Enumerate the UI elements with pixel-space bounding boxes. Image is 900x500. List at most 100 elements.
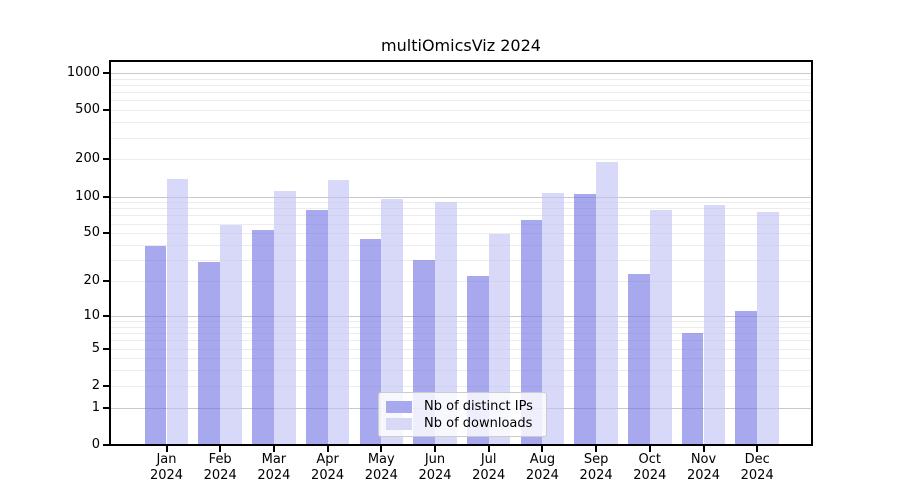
legend-box: Nb of distinct IPs Nb of downloads — [378, 392, 547, 437]
minor-gridline — [111, 137, 811, 139]
x-tick-mark — [219, 445, 222, 452]
bar-downloads-sep — [596, 161, 618, 445]
x-tick-mark — [702, 445, 705, 452]
y-tick-mark — [103, 444, 110, 446]
legend-item-downloads: Nb of downloads — [386, 415, 539, 432]
x-tick-label: Jun 2024 — [418, 452, 452, 483]
bar-distinct-ips-aug — [520, 220, 543, 445]
minor-gridline — [111, 92, 811, 94]
bar-distinct-ips-mar — [252, 230, 274, 445]
legend-swatch-distinct-ips — [386, 400, 412, 413]
minor-gridline — [111, 340, 811, 342]
minor-gridline — [111, 78, 811, 80]
chart-title: multiOmicsViz 2024 — [381, 36, 541, 55]
x-tick-mark — [165, 445, 168, 452]
minor-gridline — [111, 202, 811, 204]
minor-gridline — [111, 326, 811, 328]
y-tick-mark — [103, 406, 110, 409]
minor-gridline — [111, 358, 811, 360]
minor-gridline — [111, 385, 811, 387]
y-tick-mark — [103, 347, 110, 350]
y-tick-mark — [103, 109, 110, 112]
minor-gridline — [111, 84, 811, 86]
bar-distinct-ips-may — [359, 238, 382, 445]
y-tick-label: 10 — [83, 307, 100, 323]
minor-gridline — [111, 122, 811, 124]
bar-downloads-feb — [220, 225, 242, 445]
x-tick-label: Apr 2024 — [311, 452, 345, 483]
x-tick-mark — [648, 445, 651, 452]
major-gridline-10 — [111, 315, 811, 317]
y-tick-mark — [103, 195, 110, 198]
x-tick-mark — [272, 445, 275, 452]
y-tick-mark — [103, 71, 110, 74]
bar-downloads-nov — [703, 204, 726, 445]
major-gridline-100 — [111, 196, 811, 198]
legend-item-distinct-ips: Nb of distinct IPs — [386, 398, 539, 415]
x-tick-mark — [380, 445, 383, 452]
x-tick-label: Aug 2024 — [525, 452, 559, 483]
x-tick-mark — [326, 445, 329, 452]
y-tick-mark — [103, 280, 110, 282]
y-tick-label: 0 — [91, 437, 100, 452]
minor-gridline — [111, 110, 811, 112]
bar-distinct-ips-feb — [198, 261, 221, 445]
minor-gridline — [111, 100, 811, 102]
bar-downloads-jan — [166, 178, 189, 445]
minor-gridline — [111, 348, 811, 350]
y-tick-label: 1 — [91, 399, 100, 415]
y-tick-label: 500 — [75, 102, 100, 118]
minor-gridline — [111, 281, 811, 282]
y-tick-label: 100 — [75, 188, 100, 204]
minor-gridline — [111, 208, 811, 210]
bar-distinct-ips-nov — [681, 333, 704, 445]
y-tick-mark — [103, 158, 110, 161]
bar-distinct-ips-sep — [574, 193, 597, 445]
x-tick-label: Mar 2024 — [257, 452, 291, 483]
x-tick-mark — [756, 445, 759, 452]
x-tick-label: Jul 2024 — [472, 452, 506, 483]
x-tick-mark — [595, 445, 598, 452]
minor-gridline — [111, 223, 811, 225]
major-gridline-1000 — [111, 72, 811, 74]
y-tick-label: 5 — [91, 340, 100, 356]
legend-label-downloads: Nb of downloads — [424, 416, 533, 431]
y-tick-mark — [103, 384, 110, 387]
bar-distinct-ips-oct — [628, 273, 650, 445]
bar-downloads-aug — [542, 192, 565, 445]
axis-spine-right — [811, 60, 813, 446]
y-tick-mark — [103, 232, 110, 235]
x-tick-label: Nov 2024 — [686, 452, 721, 483]
x-tick-label: Jan 2024 — [149, 452, 184, 483]
bar-downloads-dec — [757, 211, 779, 445]
axis-spine-left — [109, 60, 111, 446]
x-tick-label: Dec 2024 — [740, 452, 774, 483]
y-tick-label: 50 — [83, 225, 100, 241]
minor-gridline — [111, 333, 811, 334]
legend-swatch-downloads — [386, 417, 412, 430]
x-tick-mark — [541, 445, 544, 452]
x-tick-label: May 2024 — [364, 452, 398, 483]
minor-gridline — [111, 321, 811, 322]
bar-distinct-ips-jan — [144, 246, 167, 445]
minor-gridline — [111, 215, 811, 217]
x-tick-label: Oct 2024 — [633, 452, 667, 483]
minor-gridline — [111, 233, 811, 235]
bar-distinct-ips-apr — [305, 209, 328, 445]
y-tick-label: 1000 — [66, 64, 100, 80]
minor-gridline — [111, 159, 811, 161]
x-tick-label: Feb 2024 — [203, 452, 237, 483]
bar-downloads-jun — [435, 202, 457, 445]
axis-spine-top — [110, 60, 812, 62]
y-tick-label: 2 — [91, 377, 100, 393]
legend-label-distinct-ips: Nb of distinct IPs — [424, 399, 533, 414]
minor-gridline — [111, 260, 811, 262]
x-tick-mark — [434, 445, 436, 452]
y-tick-label: 20 — [83, 273, 100, 288]
bar-downloads-oct — [649, 209, 672, 445]
x-tick-label: Sep 2024 — [579, 452, 613, 483]
minor-gridline — [111, 370, 811, 372]
bar-distinct-ips-dec — [735, 311, 758, 445]
y-tick-label: 200 — [75, 151, 100, 167]
